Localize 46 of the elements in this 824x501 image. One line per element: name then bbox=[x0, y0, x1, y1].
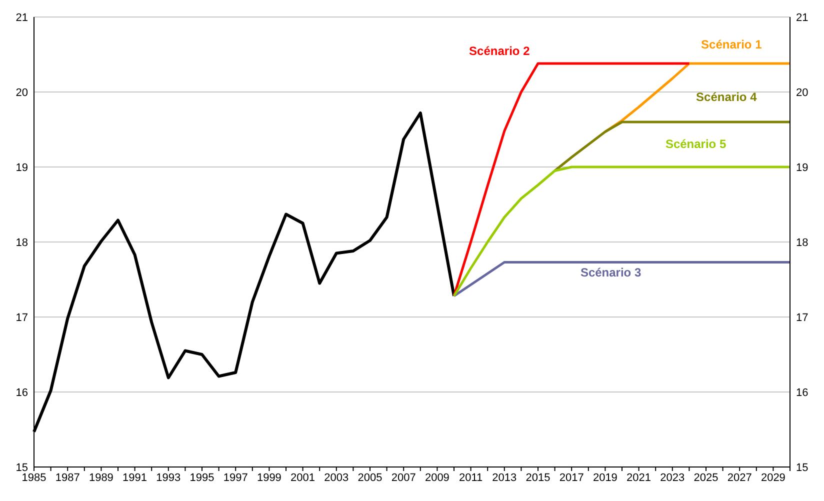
y-tick-label: 19 bbox=[16, 162, 28, 174]
x-tick-label: 2013 bbox=[492, 472, 517, 484]
line-series bbox=[604, 62, 792, 133]
x-tick-label: 2005 bbox=[358, 472, 382, 484]
y2-tick-label: 17 bbox=[796, 312, 808, 324]
series-label: Scénario 2 bbox=[469, 44, 530, 58]
x-tick-label: 1985 bbox=[22, 472, 46, 484]
y-tick-label: 15 bbox=[16, 462, 28, 474]
x-tick-label: 2021 bbox=[626, 472, 652, 484]
x-tick-label: 2025 bbox=[694, 472, 718, 484]
y2-tick-label: 20 bbox=[796, 86, 808, 99]
line-series bbox=[554, 120, 792, 172]
y2-tick-label: 21 bbox=[796, 12, 808, 24]
x-tick-label: 2027 bbox=[727, 472, 752, 484]
y-tick-label: 17 bbox=[16, 312, 28, 324]
x-tick-label: 2007 bbox=[391, 472, 416, 484]
series-label: Scénario 4 bbox=[696, 90, 758, 104]
line-series bbox=[452, 261, 792, 298]
line-series bbox=[452, 166, 792, 298]
y2-tick-label: 18 bbox=[796, 236, 808, 249]
x-tick-label: 1991 bbox=[122, 472, 148, 484]
x-tick-label: 2019 bbox=[592, 472, 618, 484]
x-tick-label: 2023 bbox=[660, 472, 685, 484]
y2-tick-label: 15 bbox=[796, 462, 808, 474]
x-tick-label: 2029 bbox=[760, 472, 786, 484]
x-tick-label: 1999 bbox=[256, 472, 282, 484]
x-tick-label: 1997 bbox=[223, 472, 248, 484]
y-tick-label: 18 bbox=[16, 236, 28, 249]
y-tick-label: 20 bbox=[16, 86, 28, 99]
y2-tick-label: 16 bbox=[796, 386, 808, 399]
series-label: Scénario 3 bbox=[580, 265, 642, 280]
x-tick-label: 1987 bbox=[55, 472, 80, 484]
y2-tick-label: 19 bbox=[796, 162, 808, 174]
x-tick-label: 2001 bbox=[290, 472, 316, 484]
x-tick-label: 1993 bbox=[156, 472, 181, 484]
x-tick-label: 2009 bbox=[424, 472, 450, 484]
y-tick-label: 16 bbox=[16, 386, 28, 399]
x-tick-label: 2003 bbox=[324, 472, 349, 484]
x-tick-label: 1995 bbox=[190, 472, 214, 484]
x-tick-label: 2011 bbox=[458, 472, 483, 484]
x-tick-label: 2015 bbox=[526, 472, 550, 484]
x-tick-label: 1989 bbox=[88, 472, 114, 484]
y-tick-label: 21 bbox=[16, 12, 28, 24]
series-label: Scénario 1 bbox=[701, 38, 762, 52]
x-tick-label: 2017 bbox=[559, 472, 584, 484]
series-label: Scénario 5 bbox=[665, 137, 726, 151]
